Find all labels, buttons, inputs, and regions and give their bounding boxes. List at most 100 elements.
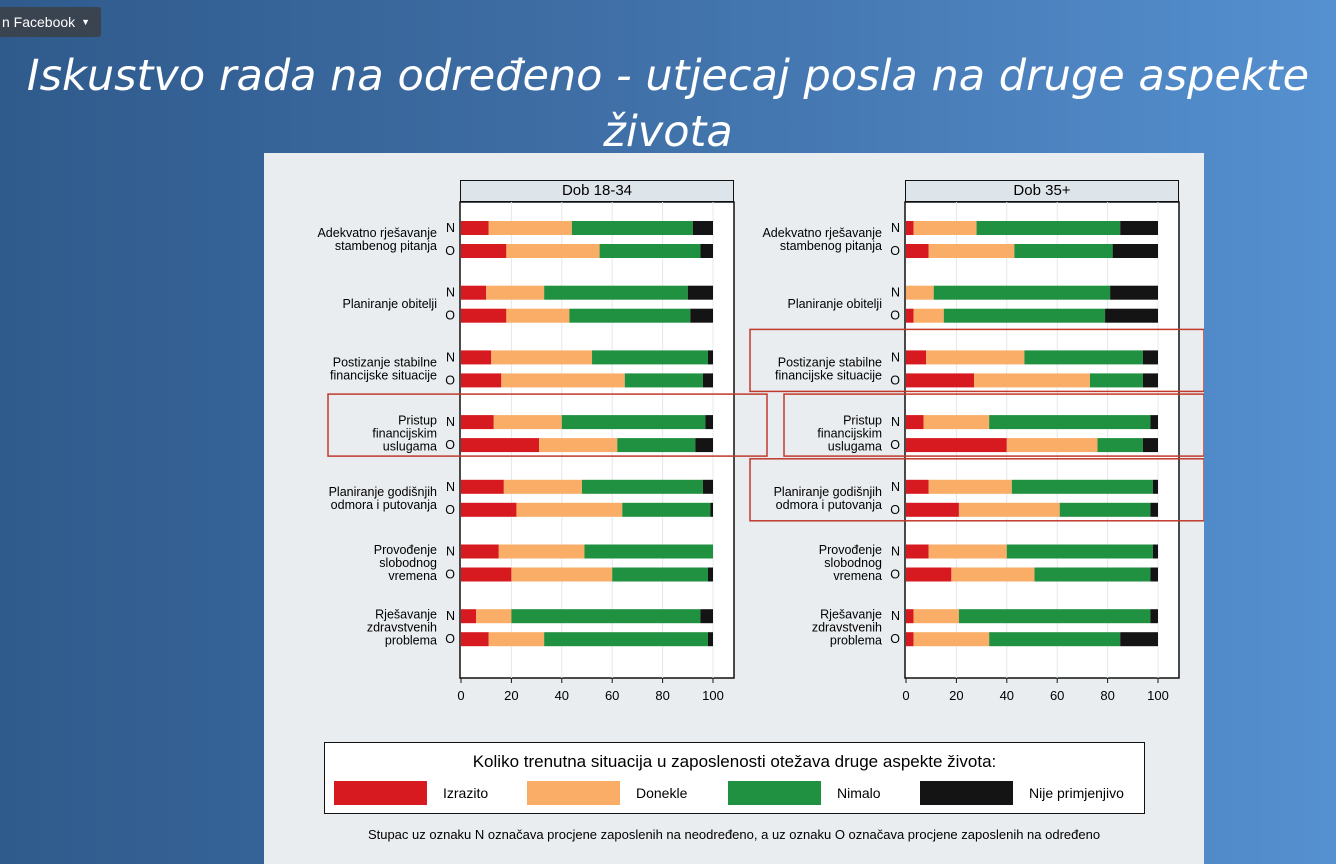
row-label: O	[445, 568, 455, 582]
row-label: N	[891, 545, 900, 559]
x-tick-label: 100	[702, 688, 724, 703]
highlight-box	[749, 458, 1204, 522]
bar-segment	[461, 373, 502, 388]
bar-segment	[461, 567, 512, 582]
row-label: N	[446, 286, 455, 300]
bar-segment	[592, 350, 708, 365]
bar-segment	[498, 544, 585, 559]
bar-segment	[1105, 308, 1158, 323]
bar-segment	[461, 502, 517, 517]
bar-segment	[906, 373, 975, 388]
category-label: uslugama	[828, 440, 882, 454]
category-label: Postizanje stabilne	[333, 355, 437, 369]
x-tick-label: 60	[605, 688, 619, 703]
x-tick-label: 60	[1050, 688, 1064, 703]
bar-segment	[923, 415, 990, 430]
bar-segment	[906, 479, 929, 494]
x-tick-label: 80	[1100, 688, 1114, 703]
row-label: O	[890, 438, 900, 452]
bar-segment	[951, 567, 1035, 582]
bar-segment	[461, 632, 489, 647]
bar-segment	[989, 632, 1121, 647]
category-label: Pristup	[398, 414, 437, 428]
category-label: Planiranje godišnjih	[774, 485, 882, 499]
bar-segment	[695, 438, 713, 453]
bar-segment	[707, 350, 713, 365]
bar-segment	[700, 609, 713, 624]
category-label: zdravstvenih	[367, 621, 437, 635]
category-label: zdravstvenih	[812, 621, 882, 635]
bar-segment	[488, 632, 545, 647]
chart-figure: Dob 18-34 Dob 35+ 0 20 40 60 80 100 N O Adekvatn…	[264, 153, 1204, 864]
row-label: N	[446, 609, 455, 623]
bar-segment	[476, 609, 512, 624]
bar-segment	[1120, 221, 1158, 235]
bar-segment	[491, 350, 593, 365]
bar-segment	[958, 609, 1151, 624]
category-label: Rješavanje	[375, 608, 437, 622]
bar-segment	[571, 221, 693, 235]
bar-segment	[501, 373, 625, 388]
bar-segment	[461, 350, 492, 365]
bar-segment	[493, 415, 562, 430]
bar-segment	[692, 221, 713, 235]
bar-segment	[506, 244, 600, 258]
row-label: N	[891, 286, 900, 300]
bar-segment	[906, 609, 914, 624]
bar-segment	[599, 244, 701, 258]
category-label: vremena	[833, 569, 882, 583]
bar-segment	[511, 609, 701, 624]
bar-segment	[511, 567, 613, 582]
x-tick-label: 0	[902, 688, 909, 703]
highlight-box	[783, 393, 1204, 457]
legend-label-donekle: Donekle	[636, 785, 688, 801]
x-tick-label: 20	[504, 688, 518, 703]
row-label: N	[446, 415, 455, 429]
slide-title: Iskustvo rada na određeno - utjecaj posl…	[26, 51, 1310, 157]
bar-segment	[976, 221, 1121, 235]
facebook-share-button[interactable]: n Facebook ▼	[0, 7, 101, 37]
bar-segment	[906, 244, 929, 258]
row-label: O	[445, 373, 455, 387]
bar-segment	[943, 308, 1106, 323]
bar-segment	[1059, 502, 1151, 517]
highlight-box	[749, 328, 1204, 393]
bar-segment	[1011, 479, 1153, 494]
bar-segment	[617, 438, 696, 453]
bar-segment	[1110, 285, 1158, 300]
footnote: Stupac uz oznaku N označava procjene zap…	[367, 827, 1101, 842]
bar-segment	[539, 438, 618, 453]
bar-segment	[913, 221, 977, 235]
bar-segment	[989, 415, 1151, 430]
bar-segment	[569, 308, 691, 323]
row-label: O	[445, 632, 455, 646]
bar-segment	[506, 308, 570, 323]
bar-segment	[461, 308, 507, 323]
legend: Koliko trenutna situacija u zaposlenosti…	[324, 742, 1145, 814]
legend-label-nije-primjenjivo: Nije primjenjivo	[1029, 785, 1124, 801]
share-button-label: n Facebook	[2, 14, 76, 30]
category-label: Planiranje obitelji	[787, 297, 882, 311]
row-label: N	[446, 480, 455, 494]
bar-segment	[561, 415, 706, 430]
x-tick-label: 40	[555, 688, 569, 703]
row-label: O	[890, 568, 900, 582]
highlight-box	[327, 393, 768, 457]
row-label: O	[890, 632, 900, 646]
bar-segment	[1142, 373, 1158, 388]
bar-segment	[544, 285, 688, 300]
panel-title-right: Dob 35+	[905, 180, 1179, 202]
row-label: O	[445, 244, 455, 258]
row-label: N	[891, 350, 900, 364]
bar-segment	[906, 415, 924, 430]
bar-segment	[710, 502, 713, 517]
category-label: Adekvatno rješavanje	[762, 226, 882, 240]
bar-segment	[516, 502, 623, 517]
bar-segment	[913, 609, 959, 624]
bar-segment	[622, 502, 711, 517]
category-label: odmora i putovanja	[331, 498, 437, 512]
bar-segment	[906, 502, 959, 517]
row-label: O	[890, 309, 900, 323]
bar-segment	[461, 244, 507, 258]
